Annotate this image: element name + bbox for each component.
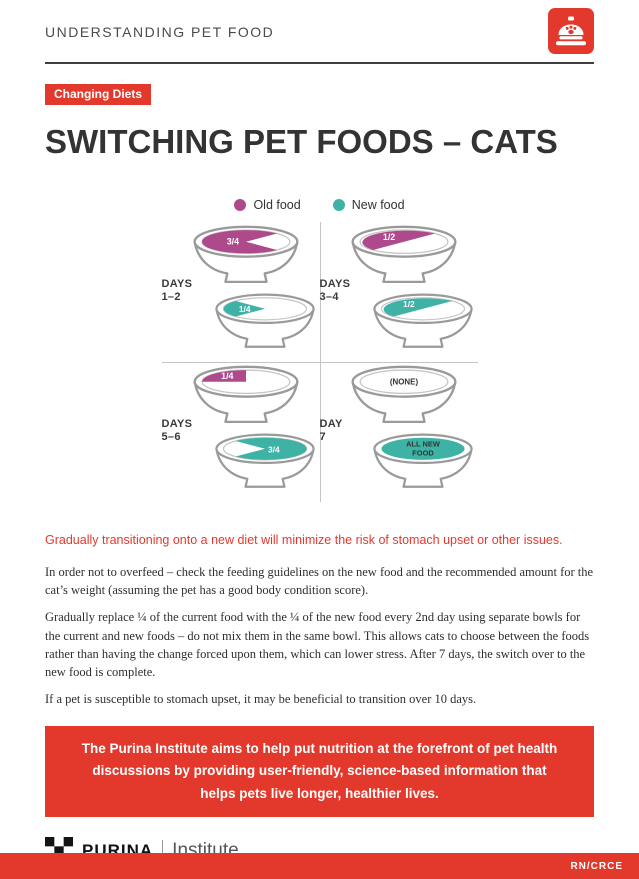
old-food-swatch (234, 198, 247, 211)
new-portion-label: 3/4 (268, 444, 280, 454)
day-range-label: DAY 7 (319, 417, 343, 444)
legend-item-new-food: New food (332, 197, 405, 212)
bottom-bar: RN/CRCE (0, 853, 639, 879)
old-portion-label: (NONE) (389, 377, 418, 386)
diagram-horizontal-divider (161, 361, 478, 363)
new-food-swatch (332, 198, 345, 211)
body-copy: In order not to overfeed – check the fee… (45, 563, 594, 708)
pet-food-icon (548, 8, 594, 54)
diagram-quadrant-day-7: DAY 7 (NONE) ALL NEW FOOD (320, 362, 478, 502)
header-divider (45, 62, 594, 64)
old-portion-label: 3/4 (226, 236, 238, 246)
day-range-label: DAYS 1–2 (161, 277, 193, 304)
legend-label-old: Old food (253, 197, 301, 212)
legend-item-old-food: Old food (234, 197, 301, 212)
transition-diagram: DAYS 1–2 3/4 1/4 DAYS 3–4 (161, 221, 478, 502)
old-food-bowl: 1/4 (193, 365, 298, 423)
pet-food-icon-graphic (548, 8, 594, 54)
new-portion-label: 1/4 (238, 304, 250, 314)
old-food-bowl: 3/4 (193, 225, 298, 283)
new-portion-label-line2: FOOD (412, 448, 434, 457)
new-food-bowl: 3/4 (214, 433, 315, 488)
new-portion-label-line1: ALL NEW (405, 439, 440, 448)
page-title: SWITCHING PET FOODS – CATS (45, 123, 558, 160)
legend: Old food New food (45, 198, 594, 212)
diagram-quadrant-days-5-6: DAYS 5–6 1/4 3/4 (162, 362, 320, 502)
paragraph-replace: Gradually replace ¼ of the current food … (45, 610, 590, 679)
diagram-quadrant-days-1-2: DAYS 1–2 3/4 1/4 (162, 222, 320, 362)
new-food-bowl: 1/4 (214, 293, 315, 348)
highlight-sentence: Gradually transitioning onto a new diet … (45, 532, 563, 547)
document-kicker: UNDERSTANDING PET FOOD (45, 24, 275, 40)
new-food-bowl: ALL NEW FOOD (372, 433, 473, 488)
header: UNDERSTANDING PET FOOD (45, 8, 594, 54)
paragraph-stomach-upset: If a pet is susceptible to stomach upset… (45, 691, 477, 706)
section-badge: Changing Diets (45, 84, 152, 105)
old-portion-label: 1/4 (221, 371, 233, 381)
purina-institute-callout: The Purina Institute aims to help put nu… (45, 726, 594, 817)
day-range-label: DAYS 3–4 (319, 277, 351, 304)
doc-code: RN/CRCE (570, 860, 623, 872)
paragraph-overfeed: In order not to overfeed – check the fee… (45, 565, 594, 598)
new-portion-label: 1/2 (403, 299, 415, 309)
new-food-bowl: 1/2 (372, 293, 473, 348)
logo-divider (162, 839, 164, 862)
legend-label-new: New food (351, 197, 405, 212)
diagram-quadrant-days-3-4: DAYS 3–4 1/2 1/2 (320, 222, 478, 362)
old-food-bowl: (NONE) (351, 365, 456, 423)
old-portion-label: 1/2 (382, 232, 394, 242)
day-range-label: DAYS 5–6 (161, 417, 193, 444)
old-food-bowl: 1/2 (351, 225, 456, 283)
